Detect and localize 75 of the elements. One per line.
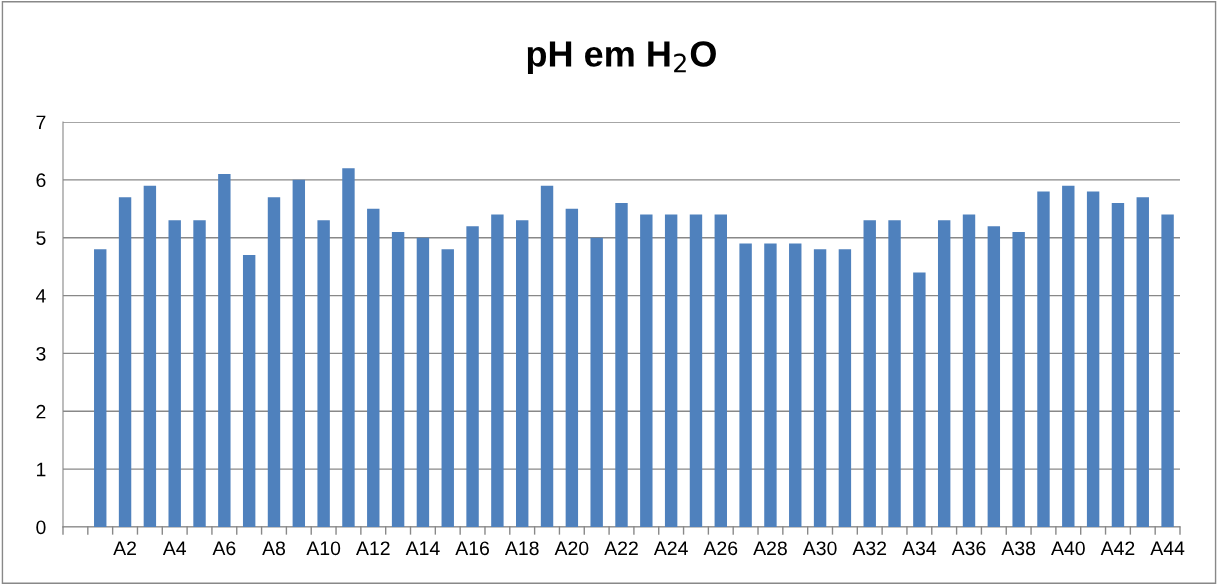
y-tick-label: 1 xyxy=(37,462,46,477)
bar xyxy=(118,197,132,527)
bar xyxy=(640,214,653,527)
bar xyxy=(714,214,727,527)
bar xyxy=(913,272,926,527)
x-tick-label: A14 xyxy=(405,541,440,555)
bar xyxy=(193,220,206,527)
bar xyxy=(739,243,752,527)
bar xyxy=(1111,203,1125,527)
bar xyxy=(1136,197,1149,527)
bar xyxy=(1161,214,1174,527)
x-tick-label: A16 xyxy=(455,541,490,556)
x-tick-label: A42 xyxy=(1100,541,1135,555)
bar xyxy=(391,231,405,527)
bar xyxy=(94,249,107,527)
x-tick-label: A32 xyxy=(852,541,887,556)
x-tick-label: A44 xyxy=(1150,541,1185,555)
bar xyxy=(342,168,355,527)
bar xyxy=(838,249,852,527)
y-tick-label: 5 xyxy=(36,231,46,245)
y-tick-label: 3 xyxy=(36,346,46,361)
bar xyxy=(267,197,281,527)
bar xyxy=(888,220,901,527)
bar xyxy=(317,220,330,527)
chart-title: pH em H$_{2}$O xyxy=(527,41,716,74)
bar xyxy=(664,214,678,527)
bar xyxy=(466,226,479,527)
x-tick-label: A28 xyxy=(753,541,787,556)
bar xyxy=(937,220,951,527)
bar xyxy=(292,179,306,527)
x-tick-label: A18 xyxy=(504,541,539,556)
bar xyxy=(590,237,603,527)
bar xyxy=(789,243,802,527)
bar xyxy=(367,208,380,527)
x-tick-label: A6 xyxy=(212,541,236,556)
bar xyxy=(1037,191,1050,527)
bar xyxy=(764,243,777,527)
bar xyxy=(416,237,430,527)
bar xyxy=(615,203,628,527)
x-tick-label: A20 xyxy=(554,541,589,556)
bar xyxy=(962,214,976,527)
y-tick-label: 6 xyxy=(36,173,46,188)
bar xyxy=(242,255,256,527)
x-tick-label: A12 xyxy=(356,541,390,555)
x-tick-label: A38 xyxy=(1001,541,1036,556)
bar xyxy=(1012,231,1025,527)
y-tick-label: 7 xyxy=(36,115,46,130)
bar xyxy=(218,174,231,527)
x-tick-label: A34 xyxy=(902,541,937,556)
bar xyxy=(1062,185,1075,527)
bar xyxy=(565,208,579,527)
bar xyxy=(143,185,157,527)
x-tick-label: A22 xyxy=(604,541,638,555)
y-tick-label: 2 xyxy=(36,404,46,419)
bar xyxy=(863,220,876,527)
bar xyxy=(689,214,703,527)
x-tick-label: A8 xyxy=(262,541,286,556)
x-tick-label: A26 xyxy=(703,541,738,556)
x-tick-label: A30 xyxy=(802,541,837,556)
x-tick-label: A40 xyxy=(1051,541,1085,556)
x-tick-label: A24 xyxy=(653,541,688,555)
bar xyxy=(491,214,504,527)
bar xyxy=(168,220,181,527)
x-tick-label: A10 xyxy=(306,541,341,556)
y-tick-label: 0 xyxy=(36,520,46,535)
x-tick-label: A4 xyxy=(162,541,187,555)
x-tick-label: A36 xyxy=(951,541,986,556)
x-tick-label: A2 xyxy=(113,541,136,555)
bar xyxy=(540,185,554,527)
bar xyxy=(1086,191,1100,527)
bar xyxy=(813,249,827,527)
bar xyxy=(516,220,529,527)
bar xyxy=(441,249,454,527)
bar xyxy=(987,226,1001,527)
y-tick-label: 4 xyxy=(35,289,46,303)
